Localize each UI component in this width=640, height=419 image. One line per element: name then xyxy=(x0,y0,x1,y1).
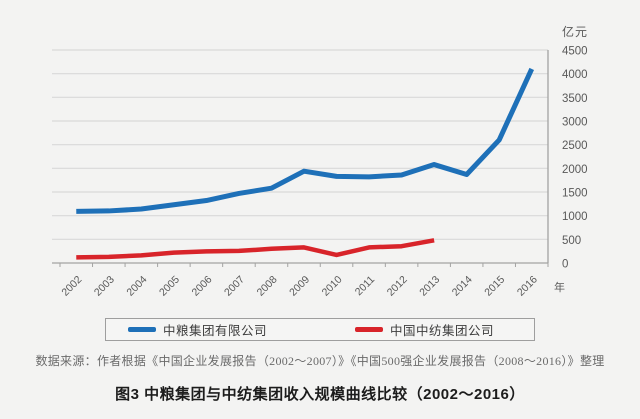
x-tick-label: 2007 xyxy=(222,274,247,299)
y-axis-unit-label: 亿元 xyxy=(562,24,588,39)
series-line-0 xyxy=(76,67,535,214)
x-tick-label: 2006 xyxy=(190,274,215,299)
legend-label-cofco: 中粮集团有限公司 xyxy=(163,324,268,338)
legend-item-chinatex: 中国中纺集团公司 xyxy=(355,320,494,339)
y-tick-label: 3500 xyxy=(562,93,588,105)
x-tick-label: 2011 xyxy=(353,274,378,299)
legend-item-cofco: 中粮集团有限公司 xyxy=(128,320,267,339)
y-tick-label: 4000 xyxy=(562,69,588,81)
x-tick-label: 2002 xyxy=(59,274,84,299)
y-tick-label: 3000 xyxy=(562,117,588,129)
series-line-1 xyxy=(76,238,435,260)
x-tick-label: 2010 xyxy=(320,274,345,299)
data-source-note: 数据来源：作者根据《中国企业发展报告（2002～2007）》《中国500强企业发… xyxy=(35,354,605,368)
legend-label-chinatex: 中国中纺集团公司 xyxy=(390,324,495,338)
x-tick-label: 2012 xyxy=(385,274,410,299)
y-tick-label: 1500 xyxy=(562,188,588,200)
x-tick-label: 2009 xyxy=(287,274,312,299)
x-tick-label: 2008 xyxy=(255,274,280,299)
x-tick-label: 2016 xyxy=(515,274,540,299)
chart-legend: 中粮集团有限公司 中国中纺集团公司 xyxy=(105,318,535,341)
x-tick-label: 2015 xyxy=(482,274,507,299)
y-tick-label: 2500 xyxy=(562,140,588,152)
x-axis-unit-label: 年 xyxy=(554,280,565,294)
x-tick-label: 2004 xyxy=(124,274,149,299)
y-tick-label: 0 xyxy=(562,259,568,271)
x-tick-label: 2014 xyxy=(450,274,475,299)
y-tick-label: 2000 xyxy=(562,164,588,176)
y-tick-label: 500 xyxy=(562,235,581,247)
legend-swatch-blue-line xyxy=(128,327,156,332)
y-tick-label: 4500 xyxy=(562,46,588,58)
figure-caption: 图3 中粮集团与中纺集团收入规模曲线比较（2002～2016） xyxy=(115,386,525,403)
x-tick-label: 2003 xyxy=(92,274,117,299)
x-tick-label: 2013 xyxy=(417,274,442,299)
chart-canvas: 0 500 1000 1500 2000 2500 3000 3500 4000 4500 亿元 20… xyxy=(52,24,588,299)
legend-swatch-red-line xyxy=(355,327,384,332)
y-tick-label: 1000 xyxy=(562,211,588,223)
x-tick-label: 2005 xyxy=(157,274,182,299)
